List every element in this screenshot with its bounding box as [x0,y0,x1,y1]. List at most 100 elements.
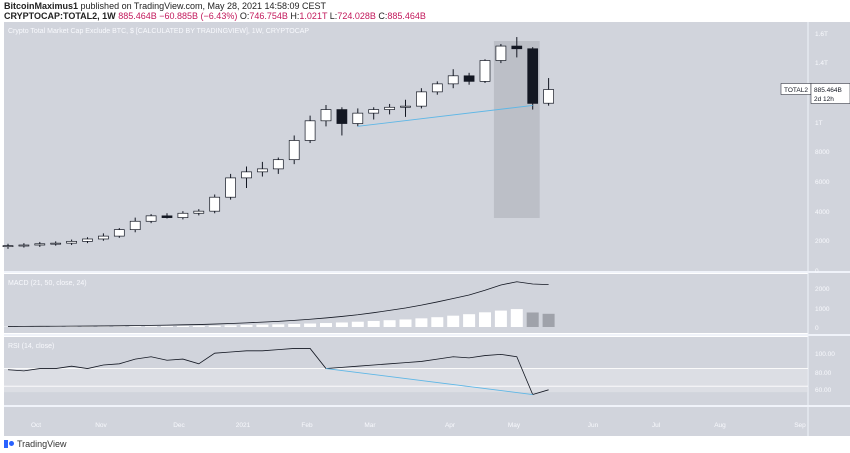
candle-body [479,60,491,82]
candle-body [527,48,539,104]
high-value: 1.021T [299,11,328,21]
chart-header: BitcoinMaximus1 published on TradingView… [0,0,850,22]
candle-body [416,91,427,107]
publisher-name[interactable]: BitcoinMaximus1 [4,1,79,11]
x-tick-label: Apr [445,422,456,429]
candle-body [113,229,125,237]
macd-histogram-bar [431,317,444,327]
macd-histogram-bar [335,322,348,327]
candle-body [257,168,268,173]
macd-histogram-bar [288,323,301,327]
macd-histogram-bar [399,319,412,327]
candle-body [400,105,411,108]
candle-body [145,215,157,222]
price-badge-value: 885.464B [814,87,842,94]
macd-histogram-bar [65,326,78,327]
candle-body [447,75,459,85]
x-tick-label: Oct [31,422,41,429]
candle-body [543,89,554,104]
macd-histogram-bar [272,324,285,327]
macd-histogram-bar [304,323,317,327]
close-value: 885.464B [387,11,426,21]
x-tick-label: Jul [652,422,661,429]
candle-body [177,212,189,218]
price-change: −60.885B (−6.43%) [159,11,238,21]
macd-histogram-bar [367,320,380,327]
candle-body [50,242,62,245]
macd-tick-label: 0 [815,325,819,332]
x-tick-label: Sep [794,422,806,429]
rsi-title: RSI (14, close) [8,343,54,350]
time-axis-bg [4,406,808,436]
rsi-tick-label: 60.00 [815,387,832,394]
y-tick-label: 1T [815,120,823,127]
rsi-band [4,368,808,393]
x-tick-label: Mar [364,422,376,429]
macd-histogram-bar [256,324,269,327]
macd-line [7,281,549,327]
tradingview-logo-icon [4,440,14,448]
x-tick-label: Feb [301,422,313,429]
candle-body [34,243,46,246]
macd-histogram-bar [383,320,396,327]
last-price: 885.464B [118,11,157,21]
y-tick-label: 2000 [815,238,830,245]
macd-histogram-bar [176,325,189,327]
open-value: 746.754B [249,11,288,21]
macd-histogram-bar [161,326,173,327]
candle-body [209,196,221,212]
macd-tick-label: 1000 [815,306,830,313]
macd-histogram-bar [510,309,523,327]
candle-body [495,45,507,61]
candle-body [225,177,236,198]
x-tick-label: Jun [588,422,599,429]
y-tick-label: 4000 [815,209,830,216]
x-tick-label: Aug [714,422,726,429]
candle-body [98,235,109,240]
candle-body [272,159,284,170]
symbol-label: CRYPTOCAP:TOTAL2, 1W [4,11,116,21]
candle-body [511,45,523,50]
support-trendline [357,104,533,127]
candle-body [161,215,173,218]
candle-body [18,244,30,247]
macd-histogram-bar [447,315,460,327]
tradingview-logo[interactable]: TradingView [4,439,67,449]
macd-histogram-bar [351,321,364,327]
rsi-divergence-trendline [325,368,533,395]
x-tick-label: May [508,422,521,429]
candle-body [320,109,332,122]
price-badge-value-box [810,83,850,104]
macd-tick-label: 2000 [815,286,830,293]
low-value: 724.028B [337,11,376,21]
macd-histogram-bar [81,326,94,327]
x-tick-label: Dec [173,422,185,429]
candle-body [129,220,141,230]
macd-histogram-bar [463,314,476,327]
candle-body [241,171,252,179]
chart-title: Crypto Total Market Cap Exclude BTC, $ [… [8,28,309,35]
macd-histogram-bar [129,326,142,327]
macd-histogram-bar [494,310,507,327]
open-label: O: [239,11,250,21]
y-tick-label: 6000 [815,179,830,186]
publish-info: BitcoinMaximus1 published on TradingView… [4,1,326,11]
close-label: C: [378,11,388,21]
x-tick-label: 2021 [236,422,251,429]
macd-histogram-bar [320,323,332,327]
candle-body [368,109,380,114]
macd-histogram-bar [97,326,110,327]
footer: TradingView [0,436,850,453]
candle-body [384,106,395,110]
macd-histogram-bar [240,325,253,327]
macd-histogram-bar [113,326,126,327]
x-tick-label: Nov [95,422,107,429]
y-tick-label: 1.6T [815,31,828,38]
macd-title: MACD (21, 50, close, 24) [8,280,87,287]
low-label: L: [329,11,338,21]
rsi-tick-label: 80.00 [815,370,832,377]
price-badge-symbol: TOTAL2 [784,87,808,94]
publish-date: published on TradingView.com, May 28, 20… [80,1,327,11]
macd-histogram-bar [192,325,205,327]
